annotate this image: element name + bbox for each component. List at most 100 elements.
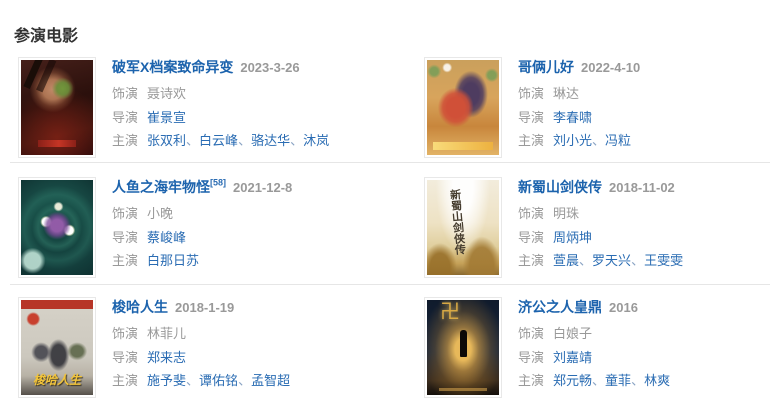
director-link[interactable]: 崔景宣	[147, 110, 187, 125]
starring-link[interactable]: 童菲	[605, 373, 632, 388]
movie-poster[interactable]: 新蜀山剑侠传	[424, 177, 502, 278]
movie-title-link[interactable]: 破军X档案致命异变	[112, 59, 234, 75]
starring-link[interactable]: 冯粒	[605, 133, 632, 148]
role-name: 小晚	[147, 206, 174, 221]
director-row: 导演 李春啸	[518, 107, 592, 126]
starring-names: 张双利、白云峰、骆达华、沐岚	[147, 133, 329, 148]
poster-image: 卍	[427, 300, 499, 395]
starring-link[interactable]: 白云峰	[199, 133, 239, 148]
director-label: 导演	[518, 230, 545, 245]
director-label: 导演	[112, 350, 139, 365]
starring-row: 主演 白那日苏	[112, 250, 199, 269]
name-separator: 、	[186, 373, 200, 388]
starring-names: 白那日苏	[147, 253, 199, 268]
role-row: 饰演 琳达	[518, 83, 579, 102]
movie-title-link[interactable]: 人鱼之海牢物怪	[112, 179, 210, 195]
release-date: 2016	[609, 300, 638, 315]
director-row: 导演 周炳坤	[518, 227, 592, 246]
poster-image: 新蜀山剑侠传	[427, 180, 499, 275]
starring-label: 主演	[112, 253, 139, 268]
starring-link[interactable]: 林爽	[644, 373, 671, 388]
movie-entry: 新蜀山剑侠传 新蜀山剑侠传 2018-11-02 饰演 明珠 导演 周炳坤 主演 萱晨、…	[424, 177, 770, 281]
director-link[interactable]: 郑来志	[147, 350, 187, 365]
starring-row: 主演 萱晨、罗天兴、王雯雯	[518, 250, 683, 269]
movie-poster[interactable]: 卍	[424, 297, 502, 398]
starring-row: 主演 施予斐、谭佑铭、孟智超	[112, 370, 290, 389]
role-row: 饰演 明珠	[518, 203, 579, 222]
starring-label: 主演	[518, 253, 545, 268]
role-row: 饰演 林菲儿	[112, 323, 186, 342]
title-line: 济公之人皇鼎 2016	[518, 297, 638, 317]
starring-label: 主演	[518, 373, 545, 388]
role-row: 饰演 聂诗欢	[112, 83, 186, 102]
movie-poster[interactable]: 梭哈人生	[18, 297, 96, 398]
name-separator: 、	[631, 373, 645, 388]
starring-link[interactable]: 郑元畅	[553, 373, 593, 388]
movie-entry: 人鱼之海牢物怪[58] 2021-12-8 饰演 小晚 导演 蔡峻峰 主演 白那日苏	[18, 177, 410, 281]
title-line: 人鱼之海牢物怪[58] 2021-12-8	[112, 177, 292, 197]
director-link[interactable]: 周炳坤	[553, 230, 593, 245]
starring-names: 郑元畅、童菲、林爽	[553, 373, 670, 388]
release-date: 2022-4-10	[581, 60, 641, 75]
director-label: 导演	[112, 230, 139, 245]
poster-overlay-text: 新蜀山剑侠传	[448, 188, 466, 256]
starring-link[interactable]: 刘小光	[553, 133, 593, 148]
poster-image: 梭哈人生	[21, 300, 93, 395]
role-name: 聂诗欢	[147, 86, 187, 101]
role-label: 饰演	[112, 86, 139, 101]
movie-entry: 梭哈人生 梭哈人生 2018-1-19 饰演 林菲儿 导演 郑来志 主演 施予斐、谭佑铭…	[18, 297, 410, 400]
movie-poster[interactable]	[18, 57, 96, 158]
director-link[interactable]: 李春啸	[553, 110, 593, 125]
starring-link[interactable]: 沐岚	[303, 133, 330, 148]
name-separator: 、	[186, 133, 200, 148]
movie-entry: 破军X档案致命异变 2023-3-26 饰演 聂诗欢 导演 崔景宣 主演 张双利、白云峰…	[18, 57, 410, 161]
movie-title-link[interactable]: 济公之人皇鼎	[518, 299, 602, 315]
role-row: 饰演 小晚	[112, 203, 173, 222]
starring-link[interactable]: 孟智超	[251, 373, 291, 388]
director-label: 导演	[518, 350, 545, 365]
starring-label: 主演	[112, 133, 139, 148]
role-name: 林菲儿	[147, 326, 187, 341]
starring-names: 萱晨、罗天兴、王雯雯	[553, 253, 683, 268]
starring-row: 主演 张双利、白云峰、骆达华、沐岚	[112, 130, 329, 149]
citation-link[interactable]: [58]	[210, 177, 227, 188]
starring-link[interactable]: 王雯雯	[644, 253, 684, 268]
role-name: 明珠	[553, 206, 580, 221]
starring-link[interactable]: 罗天兴	[592, 253, 632, 268]
movie-title-link[interactable]: 哥俩儿好	[518, 59, 574, 75]
poster-image	[427, 60, 499, 155]
role-label: 饰演	[112, 326, 139, 341]
movie-entry: 哥俩儿好 2022-4-10 饰演 琳达 导演 李春啸 主演 刘小光、冯粒	[424, 57, 770, 161]
poster-image	[21, 180, 93, 275]
section-title: 参演电影	[14, 28, 79, 46]
starring-row: 主演 刘小光、冯粒	[518, 130, 631, 149]
release-date: 2018-1-19	[175, 300, 235, 315]
role-name: 琳达	[553, 86, 580, 101]
starring-link[interactable]: 白那日苏	[147, 253, 200, 268]
name-separator: 、	[592, 133, 606, 148]
movie-title-link[interactable]: 新蜀山剑侠传	[518, 179, 602, 195]
starring-link[interactable]: 骆达华	[251, 133, 291, 148]
role-label: 饰演	[518, 86, 545, 101]
director-link[interactable]: 蔡峻峰	[147, 230, 187, 245]
starring-link[interactable]: 施予斐	[147, 373, 187, 388]
starring-link[interactable]: 谭佑铭	[199, 373, 239, 388]
director-row: 导演 郑来志	[112, 347, 186, 366]
row-divider	[10, 284, 770, 285]
starring-names: 刘小光、冯粒	[553, 133, 631, 148]
name-separator: 、	[592, 373, 606, 388]
movie-poster[interactable]	[18, 177, 96, 278]
director-link[interactable]: 刘嘉靖	[553, 350, 593, 365]
name-separator: 、	[238, 133, 252, 148]
starring-link[interactable]: 张双利	[147, 133, 187, 148]
title-line: 破军X档案致命异变 2023-3-26	[112, 57, 300, 77]
starring-link[interactable]: 萱晨	[553, 253, 580, 268]
movie-title-link[interactable]: 梭哈人生	[112, 299, 168, 315]
name-separator: 、	[238, 373, 252, 388]
starring-label: 主演	[112, 373, 139, 388]
release-date: 2023-3-26	[240, 60, 300, 75]
starring-row: 主演 郑元畅、童菲、林爽	[518, 370, 670, 389]
starring-label: 主演	[518, 133, 545, 148]
movie-poster[interactable]	[424, 57, 502, 158]
row-divider	[10, 162, 770, 163]
